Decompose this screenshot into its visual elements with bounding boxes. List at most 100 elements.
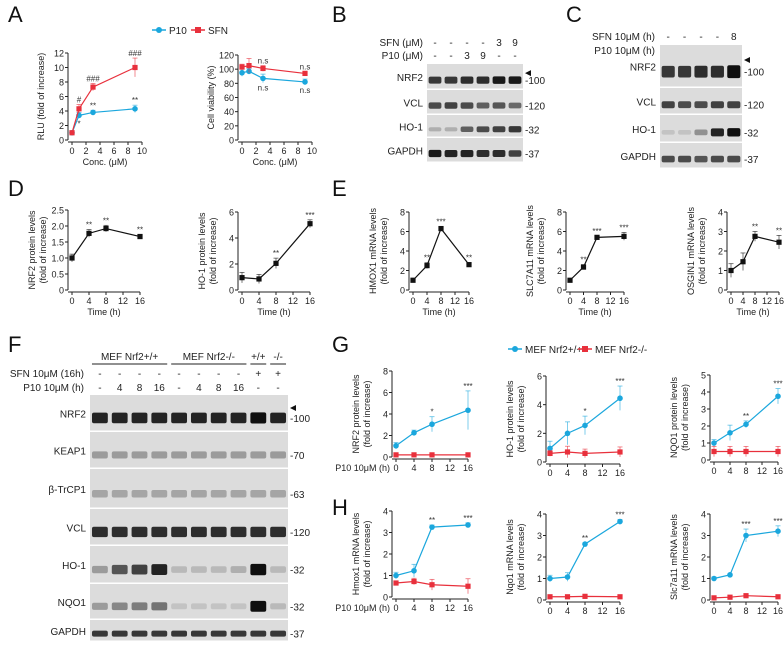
protein-label: HO-1 [399,123,423,134]
panel-label-d: D [8,176,24,201]
significance-label: n.s [300,62,311,71]
series-nrf2: ** ** ** [69,216,143,262]
x-tick-label: 0 [547,606,552,616]
treatment-value: 8 [731,32,737,43]
x-tick-label: 0 [393,463,398,473]
protein-band [250,451,267,459]
x-tick-label: 4 [565,606,570,616]
protein-band [270,490,287,498]
treatment-value: - [481,38,484,49]
data-point [775,448,781,455]
data-point [302,70,308,77]
data-point [621,233,627,239]
chart-d1: 0 0.5 1.0 1.5 2.0 2.5 0 4 8 12 16 Time (h) NRF2 prot… [27,206,145,318]
protein-band [460,102,474,109]
x-tick-label: 16 [615,606,625,616]
protein-band [190,526,207,538]
y-tick-label: 2 [557,266,562,276]
data-point [617,518,623,525]
significance-label: ** [90,101,96,110]
protein-band [508,126,522,133]
protein-band [678,130,692,135]
significance-label: *** [615,377,624,386]
y-tick-label: 40 [224,107,234,117]
data-point [86,230,92,236]
protein-band [710,65,724,78]
y-tick-label: 3 [701,405,706,415]
y-tick-label: 3 [701,531,706,541]
blot-row-nqo1: NQO1 -32 [58,584,305,619]
significance-label: ** [582,534,588,543]
significance-label: * [430,408,433,417]
y-tick-label: 0 [229,286,234,296]
protein-band [460,126,474,133]
data-point [302,79,308,85]
significance-label: n.s [258,57,269,66]
y-axis-label: OSGIN1 mRNA levels [686,206,696,295]
x-tick-label: 16 [305,296,315,306]
membrane-strip [90,469,288,508]
x-tick-label: 6 [111,146,116,156]
molecular-weight-marker: -37 [744,155,759,166]
x-axis-label: Conc. (μM) [253,157,298,167]
treatment-value: - [217,369,220,380]
data-point [740,259,746,265]
x-tick-label: 0 [239,296,244,306]
significance-label: n.s [258,84,269,93]
protein-band [428,76,442,84]
y-axis-label: (fold of increase) [680,523,690,590]
data-point [547,575,553,582]
membrane-strip [660,88,742,114]
protein-band [91,602,108,610]
y-tick-label: 2 [537,429,542,439]
x-tick-label: 4 [97,146,102,156]
y-tick-label: 60 [224,93,234,103]
significance-label: n.s [300,86,311,95]
y-tick-label: 2 [383,431,388,441]
data-point [429,421,435,428]
protein-band [131,630,148,637]
y-tick-label: 4 [701,510,706,520]
data-point [743,593,749,599]
x-tick-label: 12 [597,606,607,616]
protein-band [678,101,692,109]
series-slc7a11: ***** *** [567,223,629,283]
y-tick-label: 4 [400,247,405,257]
protein-label: β-TrCP1 [48,485,86,496]
series-line [241,65,306,75]
treatment-value: - [197,369,200,380]
series-mef-nrf2-: ***** [393,514,473,579]
y-axis-label: (fold of increase) [208,217,218,284]
protein-band [210,603,227,610]
x-axis-label: Time (h) [257,307,290,317]
data-point [582,593,588,599]
y-tick-label: 3 [718,227,723,237]
protein-band [91,630,108,637]
blot-row-vcl: VCL -120 [637,88,764,114]
blot-row-gapdh: GAPDH -37 [620,143,759,168]
protein-band [210,630,227,637]
data-point [260,65,266,72]
treatment-value: - [465,38,468,49]
significance-label: # [77,95,82,104]
protein-label: KEAP1 [54,447,87,458]
data-point [137,233,143,240]
data-point [239,64,245,70]
x-tick-label: 12 [450,296,460,306]
series-line [71,227,141,259]
significance-label: ** [743,412,749,421]
data-point [393,572,399,579]
membrane-strip [427,90,523,114]
data-point [411,452,417,458]
protein-band [190,412,207,424]
series-sfn: ####### [69,49,142,136]
y-tick-label: 0.5 [51,270,64,280]
series-mef-nrf2-: **** [547,377,625,456]
data-point [743,421,749,428]
protein-band [91,490,108,498]
protein-label: VCL [637,98,657,109]
data-point [752,233,758,239]
series-mef-nrf2-: ***** [711,380,783,447]
